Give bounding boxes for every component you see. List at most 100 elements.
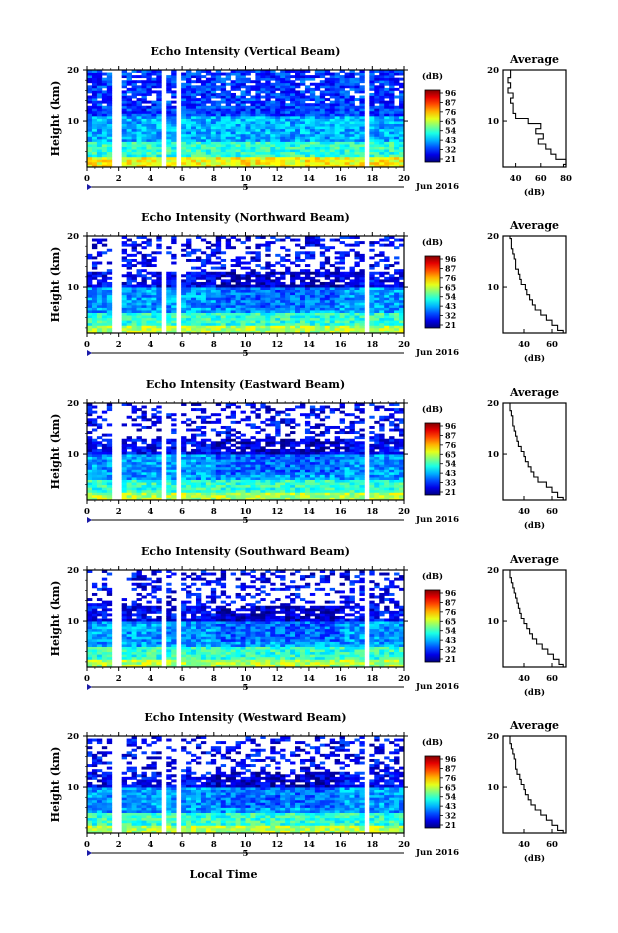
heatmap-cell — [315, 73, 320, 76]
heatmap-cell — [350, 108, 355, 111]
heatmap-cell — [250, 144, 255, 147]
heatmap-cell — [186, 131, 191, 134]
heatmap-cell — [191, 328, 196, 331]
heatmap-cell — [340, 136, 345, 139]
heatmap-cell — [275, 157, 280, 160]
heatmap-cell — [305, 149, 310, 152]
heatmap-cell — [156, 292, 161, 295]
heatmap-cell — [166, 472, 171, 475]
average-y-tick-label: 20 — [487, 232, 499, 242]
heatmap-cell — [280, 256, 285, 259]
heatmap-cell — [295, 477, 300, 480]
heatmap-cell — [166, 144, 171, 147]
heatmap-cell — [275, 101, 280, 104]
heatmap-cell — [340, 259, 345, 262]
average-y-tick-label: 20 — [487, 66, 499, 76]
heatmap-cell — [335, 262, 340, 265]
heatmap-cell — [379, 482, 384, 485]
heatmap-cell — [166, 78, 171, 81]
heatmap-cell — [201, 144, 206, 147]
heatmap-cell — [305, 300, 310, 303]
heatmap-cell — [345, 464, 350, 467]
heatmap-cell — [87, 320, 92, 323]
heatmap-cell — [141, 482, 146, 485]
heatmap-cell — [92, 305, 97, 308]
heatmap-cell — [354, 90, 359, 93]
heatmap-cell — [265, 282, 270, 285]
heatmap-cell — [226, 131, 231, 134]
heatmap-cell — [369, 96, 374, 99]
heatmap-cell — [290, 75, 295, 78]
heatmap-cell — [231, 93, 236, 96]
heatmap-cell — [146, 285, 151, 288]
heatmap-cell — [260, 162, 265, 165]
heatmap-cell — [166, 297, 171, 300]
heatmap-cell — [216, 487, 221, 490]
heatmap-cell — [340, 490, 345, 493]
heatmap-cell — [330, 90, 335, 93]
heatmap-cell — [345, 244, 350, 247]
heatmap-cell — [320, 297, 325, 300]
heatmap-cell — [181, 472, 186, 475]
x-tick-label: 12 — [271, 174, 283, 184]
heatmap-cell — [166, 469, 171, 472]
heatmap-cell — [246, 144, 251, 147]
heatmap-cell — [310, 320, 315, 323]
heatmap-cell — [221, 113, 226, 116]
heatmap-cell — [359, 78, 364, 81]
heatmap-cell — [107, 302, 112, 305]
heatmap-cell — [300, 259, 305, 262]
heatmap-cell — [260, 144, 265, 147]
heatmap-cell — [320, 83, 325, 86]
heatmap-cell — [151, 73, 156, 76]
heatmap-cell — [166, 139, 171, 142]
heatmap-cell — [87, 131, 92, 134]
heatmap-cell — [285, 139, 290, 142]
heatmap-cell — [320, 300, 325, 303]
heatmap-cell — [127, 274, 132, 277]
heatmap-cell — [191, 267, 196, 270]
heatmap-cell — [290, 106, 295, 109]
heatmap-cell — [211, 318, 216, 321]
heatmap-cell — [350, 73, 355, 76]
heatmap-cell — [260, 302, 265, 305]
heatmap-cell — [300, 320, 305, 323]
heatmap-cell — [290, 96, 295, 99]
heatmap-cell — [310, 124, 315, 127]
heatmap-cell — [211, 262, 216, 265]
heatmap-cell — [92, 75, 97, 78]
heatmap-cell — [290, 480, 295, 483]
heatmap-cell — [166, 290, 171, 293]
heatmap-cell — [330, 85, 335, 88]
heatmap-cell — [231, 134, 236, 137]
heatmap-cell — [141, 287, 146, 290]
heatmap-cell — [325, 159, 330, 162]
heatmap-cell — [141, 96, 146, 99]
heatmap-cell — [216, 310, 221, 313]
heatmap-cell — [87, 144, 92, 147]
heatmap-cell — [127, 108, 132, 111]
heatmap-cell — [156, 287, 161, 290]
heatmap-cell — [255, 464, 260, 467]
heatmap-cell — [265, 325, 270, 328]
heatmap-cell — [250, 88, 255, 91]
heatmap-cell — [275, 106, 280, 109]
heatmap-cell — [335, 126, 340, 129]
heatmap-cell — [250, 474, 255, 477]
heatmap-cell — [166, 305, 171, 308]
heatmap-cell — [310, 152, 315, 155]
heatmap-cell — [265, 262, 270, 265]
heatmap-cell — [389, 108, 394, 111]
heatmap-cell — [350, 134, 355, 137]
heatmap-cell — [295, 285, 300, 288]
heatmap-cell — [290, 462, 295, 465]
heatmap-cell — [181, 490, 186, 493]
heatmap-cell — [241, 290, 246, 293]
heatmap-cell — [241, 93, 246, 96]
heatmap-cell — [300, 328, 305, 331]
heatmap-cell — [260, 149, 265, 152]
heatmap-cell — [226, 279, 231, 282]
average-y-tick-label: 10 — [487, 117, 499, 127]
heatmap-cell — [127, 144, 132, 147]
heatmap-cell — [132, 467, 137, 470]
